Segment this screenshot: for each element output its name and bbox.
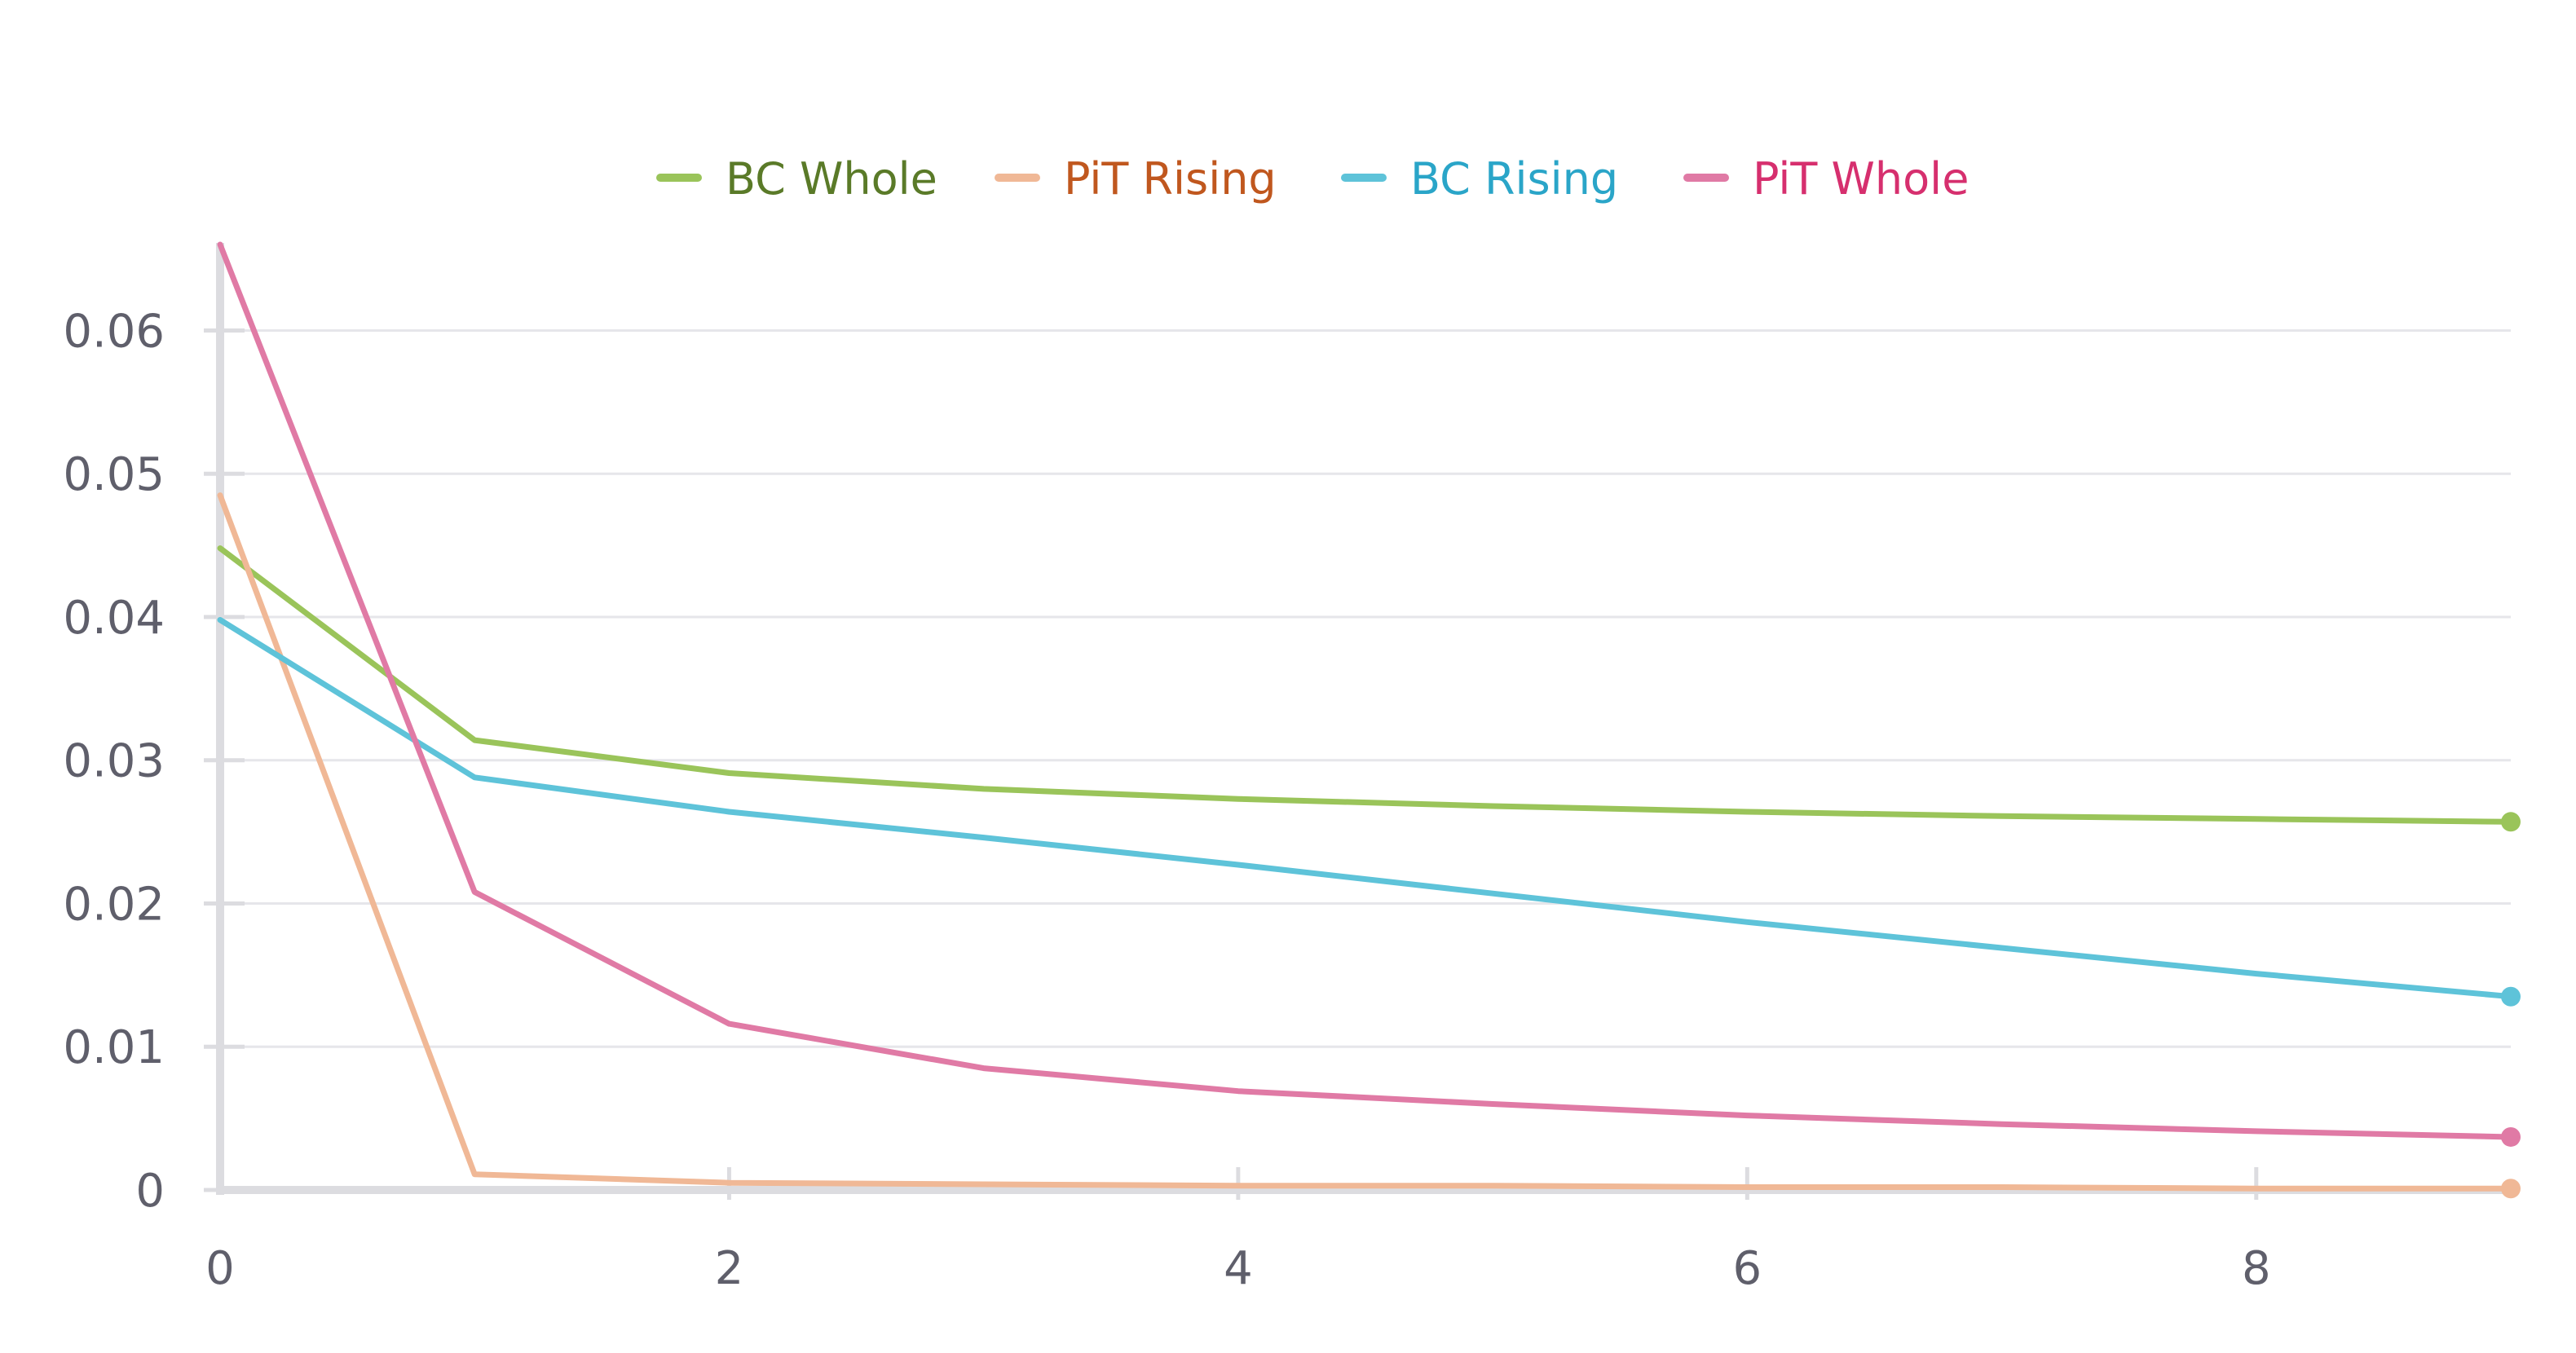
- series-lines: [217, 241, 2521, 1199]
- y-tick-label: 0.06: [63, 305, 165, 358]
- series-line-bc-rising: [217, 617, 2514, 1000]
- x-tick-label: 2: [715, 1242, 744, 1295]
- series-line-pit-whole: [217, 241, 2514, 1140]
- end-point-bc-whole: [2501, 812, 2521, 832]
- legend-item-bc-rising[interactable]: BC Rising: [1341, 153, 1618, 205]
- y-tick-label: 0: [135, 1165, 165, 1218]
- series-line-bc-whole: [217, 545, 2514, 825]
- legend-label: BC Rising: [1410, 153, 1618, 205]
- end-point-pit-whole: [2501, 1126, 2521, 1147]
- x-tick-label: 6: [1733, 1242, 1762, 1295]
- y-tick-label: 0.03: [63, 735, 165, 788]
- legend: BC Whole PiT Rising BC Rising PiT Whole: [656, 153, 1969, 205]
- series-line-pit-rising: [217, 492, 2514, 1192]
- x-tick-label: 4: [1224, 1242, 1253, 1295]
- y-tick-label: 0.02: [63, 878, 165, 931]
- legend-label: BC Whole: [726, 153, 937, 205]
- end-point-bc-rising: [2501, 986, 2521, 1007]
- legend-item-pit-rising[interactable]: PiT Rising: [995, 153, 1277, 205]
- x-tick-label: 8: [2242, 1242, 2271, 1295]
- y-tick-label: 0.04: [63, 592, 165, 645]
- y-tick-label: 0.05: [63, 448, 165, 501]
- x-tick-label: 0: [205, 1242, 235, 1295]
- legend-item-pit-whole[interactable]: PiT Whole: [1683, 153, 1969, 205]
- end-point-pit-rising: [2501, 1179, 2521, 1199]
- legend-label: PiT Rising: [1064, 153, 1277, 205]
- axes: 0 0.01 0.02 0.03 0.04 0.05 0.06 0 2 4 6 8: [63, 243, 2511, 1295]
- legend-item-bc-whole[interactable]: BC Whole: [656, 153, 937, 205]
- y-tick-label: 0.01: [63, 1021, 165, 1074]
- legend-label: PiT Whole: [1753, 153, 1969, 205]
- grid: [220, 328, 2511, 1048]
